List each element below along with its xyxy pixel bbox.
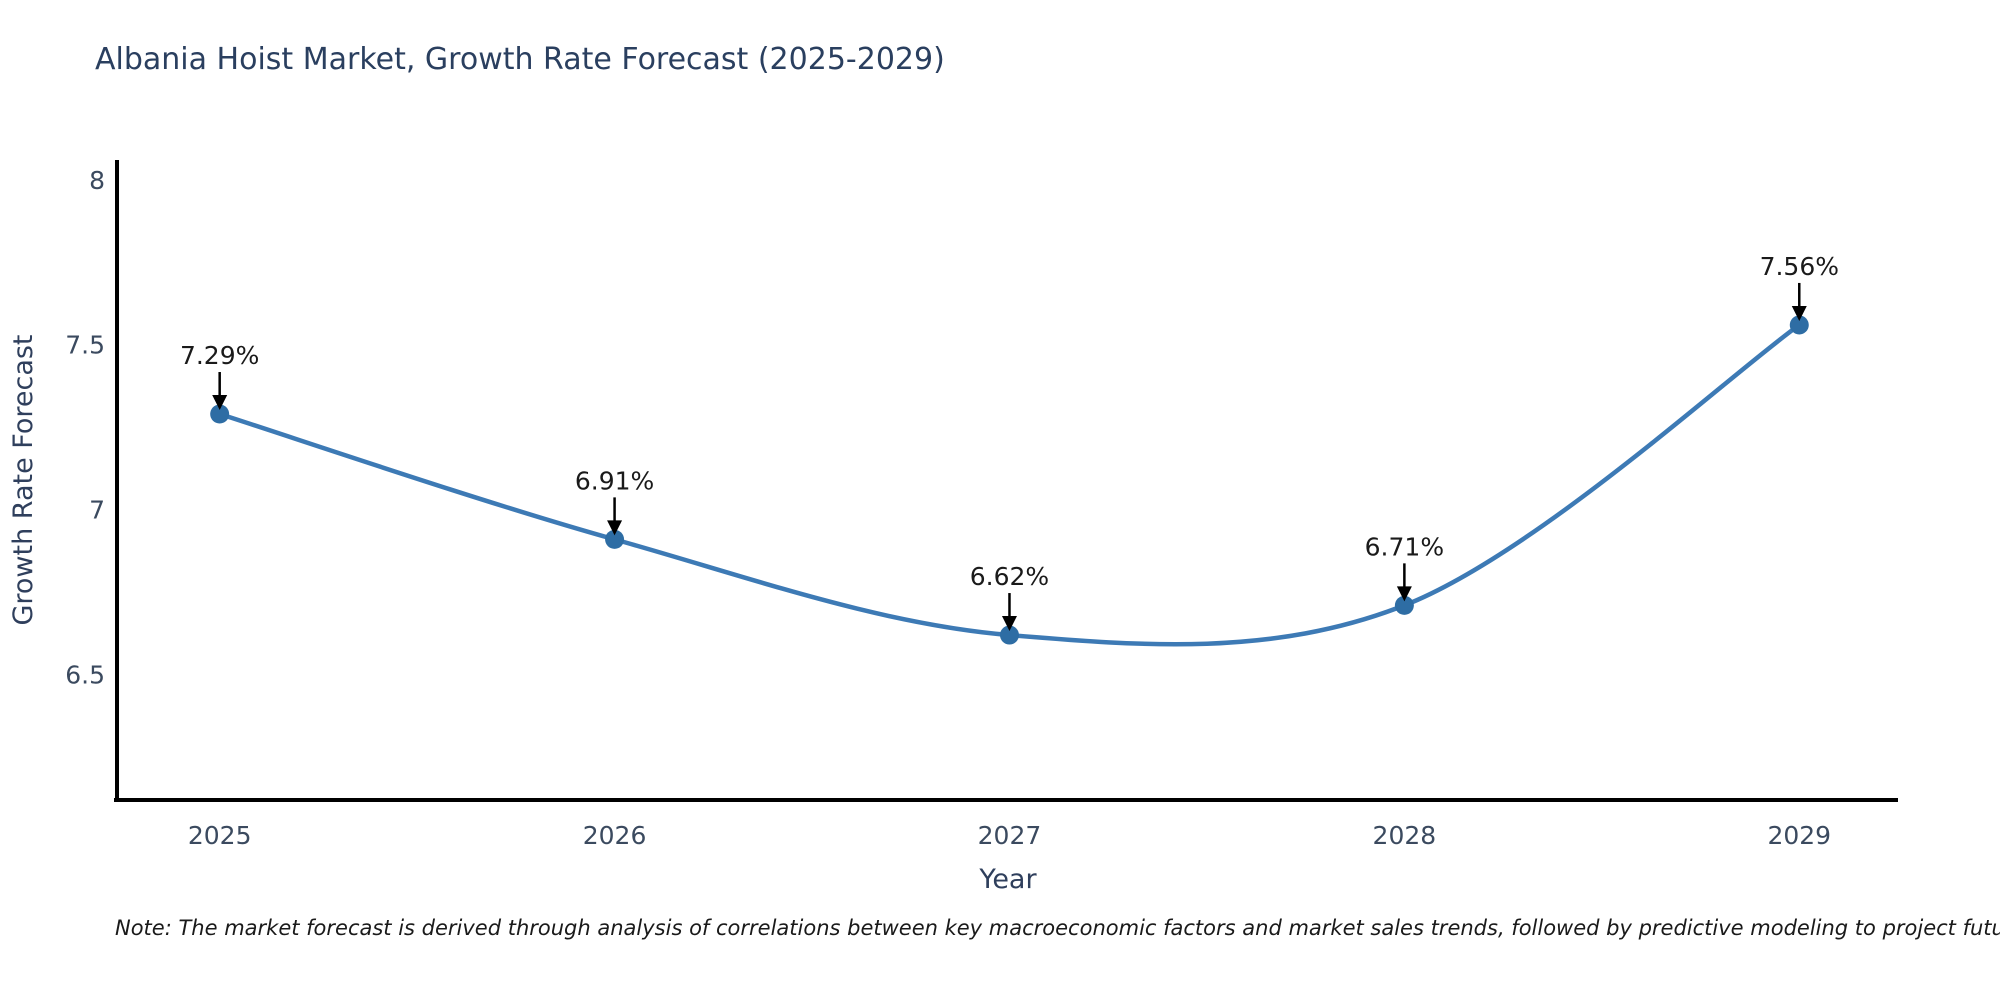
annotation-arrowhead	[1396, 586, 1412, 602]
y-axis-title: Growth Rate Forecast	[8, 334, 39, 625]
x-tick-label: 2027	[978, 821, 1042, 850]
annotation-arrowhead	[1791, 305, 1807, 321]
data-point	[605, 529, 625, 549]
x-tick-label: 2029	[1767, 821, 1831, 850]
annotation-arrowhead	[1001, 616, 1017, 632]
x-axis-title: Year	[978, 864, 1037, 895]
chart-title: Albania Hoist Market, Growth Rate Foreca…	[95, 42, 945, 77]
chart-footnote: Note: The market forecast is derived thr…	[115, 916, 2000, 940]
x-tick-label: 2025	[188, 821, 252, 850]
data-point-label: 7.29%	[180, 341, 259, 370]
data-point-label: 7.56%	[1760, 252, 1839, 281]
y-tick-label: 8	[89, 166, 105, 195]
y-tick-label: 6.5	[65, 661, 105, 690]
y-tick-label: 7	[89, 496, 105, 525]
data-point	[1394, 595, 1414, 615]
data-point	[1789, 315, 1809, 335]
data-point-label: 6.91%	[575, 466, 654, 495]
y-tick-label: 7.5	[65, 331, 105, 360]
annotation-arrowhead	[607, 520, 623, 536]
data-point	[210, 404, 230, 424]
data-point-label: 6.62%	[970, 562, 1049, 591]
annotation-arrowhead	[212, 395, 228, 411]
x-tick-label: 2026	[583, 821, 647, 850]
x-tick-label: 2028	[1373, 821, 1437, 850]
data-point-label: 6.71%	[1365, 532, 1444, 561]
data-point	[999, 625, 1019, 645]
